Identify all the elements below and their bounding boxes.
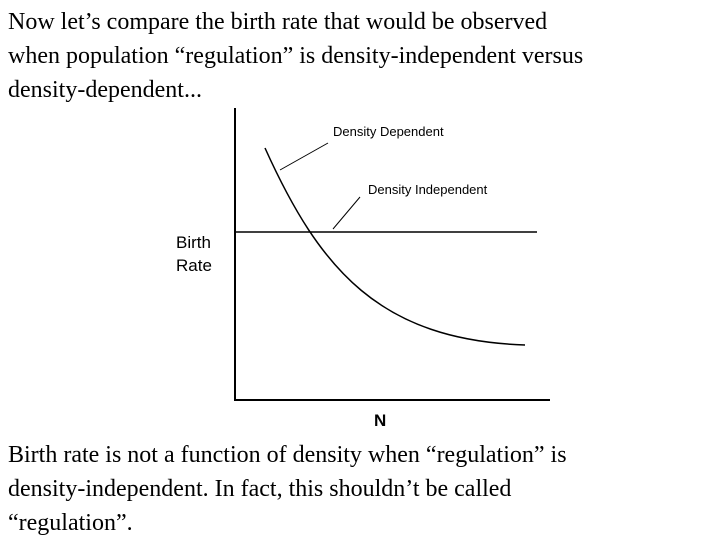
y-axis-label: Rate [176, 256, 212, 275]
leader-line [332, 196, 361, 230]
conclusion-text: Birth rate is not a function of density … [8, 438, 567, 540]
line-label: Density Independent [368, 182, 488, 197]
intro-text: Now let’s compare the birth rate that wo… [8, 5, 583, 107]
text-line: density-independent. In fact, this shoul… [8, 476, 512, 502]
text-line: when population “regulation” is density-… [8, 43, 584, 69]
text-line: “regulation”. [8, 510, 133, 536]
curve-label: Density Dependent [333, 124, 444, 139]
x-axis-label: N [374, 411, 386, 430]
text-line: density-dependent... [8, 77, 202, 103]
leader-line [279, 142, 329, 171]
text-line: Now let’s compare the birth rate that wo… [8, 9, 548, 35]
text-line: Birth rate is not a function of density … [8, 442, 567, 468]
density-dependent-curve [264, 147, 526, 346]
y-axis-label: Birth [176, 233, 211, 252]
